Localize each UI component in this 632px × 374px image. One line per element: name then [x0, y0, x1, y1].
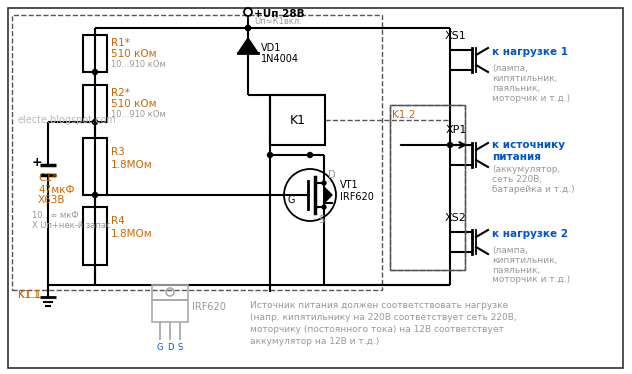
- Text: K1.1: K1.1: [18, 290, 41, 300]
- Text: паяльник,: паяльник,: [492, 266, 540, 275]
- Text: R1*: R1*: [111, 38, 130, 48]
- Text: +Uп 28В: +Uп 28В: [254, 9, 305, 19]
- Text: R3: R3: [111, 147, 125, 157]
- Text: XP1: XP1: [446, 125, 466, 135]
- Polygon shape: [238, 38, 258, 53]
- Circle shape: [322, 205, 326, 209]
- Text: 510 кОм: 510 кОм: [111, 49, 157, 59]
- Text: XS1: XS1: [445, 31, 467, 41]
- Text: батарейка и т.д.): батарейка и т.д.): [492, 184, 574, 193]
- Text: паяльник,: паяльник,: [492, 83, 540, 92]
- Text: моторчику (постоянного тока) на 12В соответствует: моторчику (постоянного тока) на 12В соот…: [250, 325, 504, 334]
- Bar: [270, 95, 325, 145]
- Text: 10...910 кОм: 10...910 кОм: [111, 110, 166, 119]
- Text: IRF620: IRF620: [192, 302, 226, 312]
- Text: (напр. кипятильнику на 220В соответствует сеть 220В,: (напр. кипятильнику на 220В соответствуе…: [250, 313, 516, 322]
- Bar: [83, 35, 107, 72]
- Text: к нагрузке 2: к нагрузке 2: [492, 229, 568, 239]
- Text: C1*: C1*: [38, 173, 57, 183]
- Text: K1.1: K1.1: [18, 290, 40, 300]
- Text: 1N4004: 1N4004: [261, 54, 299, 64]
- Circle shape: [245, 25, 250, 31]
- Text: Х Uп+нек-й запас: Х Uп+нек-й запас: [32, 221, 111, 230]
- Text: моторчик и т.д.): моторчик и т.д.): [492, 94, 570, 102]
- Text: (лампа,: (лампа,: [492, 64, 528, 73]
- Polygon shape: [324, 187, 332, 203]
- Text: 10...∞ мкФ: 10...∞ мкФ: [32, 211, 78, 220]
- Bar: [390, 105, 465, 270]
- Text: K1: K1: [289, 113, 305, 126]
- Text: кипятильник,: кипятильник,: [492, 74, 557, 83]
- Bar: [152, 300, 188, 322]
- Text: Х63В: Х63В: [38, 195, 66, 205]
- Text: XS2: XS2: [445, 213, 467, 223]
- Text: VD1: VD1: [261, 43, 281, 53]
- Text: кипятильник,: кипятильник,: [492, 255, 557, 264]
- Circle shape: [92, 120, 97, 125]
- Circle shape: [447, 142, 453, 147]
- Text: K1.2: K1.2: [392, 110, 415, 120]
- Bar: [83, 207, 107, 265]
- Text: VT1: VT1: [340, 180, 358, 190]
- Text: Источник питания должен соответствовать нагрузке: Источник питания должен соответствовать …: [250, 300, 508, 310]
- Text: к нагрузке 1: к нагрузке 1: [492, 47, 568, 57]
- Text: питания: питания: [492, 152, 541, 162]
- Bar: [152, 285, 188, 300]
- Text: 1.8МОм: 1.8МОм: [111, 229, 152, 239]
- Text: D: D: [167, 343, 173, 352]
- Text: 10...910 кОм: 10...910 кОм: [111, 59, 166, 68]
- Bar: [83, 85, 107, 122]
- Circle shape: [322, 181, 326, 185]
- Text: (аккумулятор,: (аккумулятор,: [492, 165, 560, 174]
- Text: D: D: [328, 170, 336, 180]
- Text: R4: R4: [111, 216, 125, 226]
- Bar: [83, 138, 107, 195]
- Circle shape: [92, 193, 97, 197]
- Text: сеть 220В,: сеть 220В,: [492, 175, 542, 184]
- Text: electe.blogspot.com: electe.blogspot.com: [18, 115, 117, 125]
- Text: (лампа,: (лампа,: [492, 245, 528, 254]
- Text: IRF620: IRF620: [340, 192, 374, 202]
- Text: 47мкФ: 47мкФ: [38, 185, 75, 195]
- Bar: [390, 105, 465, 270]
- Text: аккумулятор на 12В и т.д.): аккумулятор на 12В и т.д.): [250, 337, 379, 346]
- Text: +: +: [32, 156, 42, 169]
- Circle shape: [267, 153, 272, 157]
- Text: G: G: [157, 343, 163, 352]
- Text: R2*: R2*: [111, 88, 130, 98]
- Text: Uп≈К1вкл.: Uп≈К1вкл.: [254, 16, 302, 25]
- Text: моторчик и т.д.): моторчик и т.д.): [492, 276, 570, 285]
- Circle shape: [245, 25, 250, 31]
- Text: G: G: [288, 195, 296, 205]
- Text: к источнику: к источнику: [492, 140, 565, 150]
- Circle shape: [308, 153, 312, 157]
- Bar: [12, 15, 382, 290]
- Text: S: S: [178, 343, 183, 352]
- Circle shape: [92, 70, 97, 74]
- Text: 1.8МОм: 1.8МОм: [111, 160, 152, 170]
- Text: 510 кОм: 510 кОм: [111, 99, 157, 109]
- Text: S: S: [318, 215, 324, 225]
